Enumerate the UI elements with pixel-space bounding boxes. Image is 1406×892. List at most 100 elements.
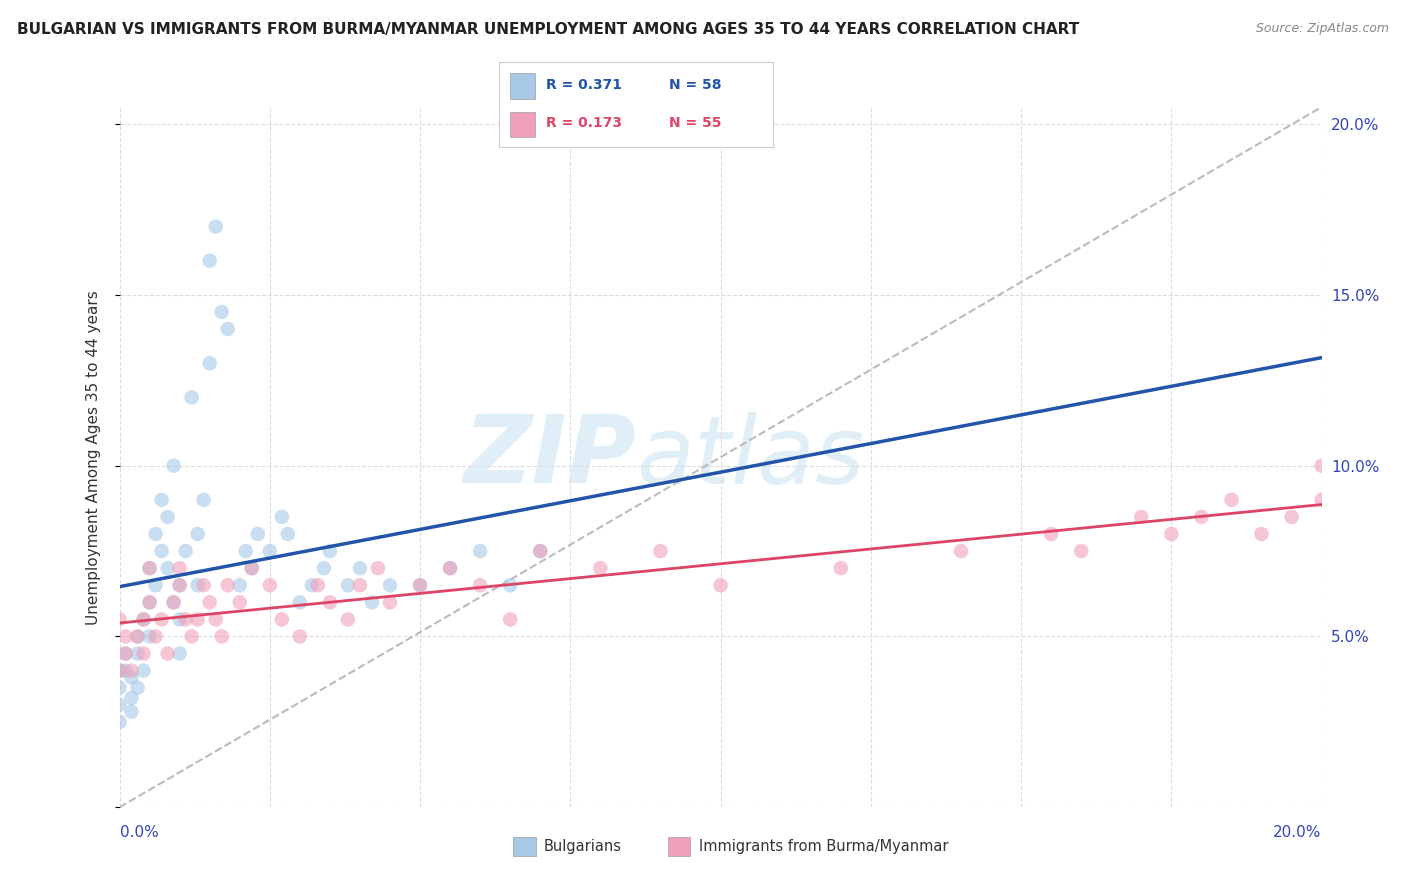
Point xyxy=(367,561,389,575)
Point xyxy=(319,595,342,609)
Point xyxy=(114,630,136,644)
Point xyxy=(529,544,551,558)
Text: Bulgarians: Bulgarians xyxy=(544,839,621,854)
Point xyxy=(349,561,371,575)
Point xyxy=(132,612,155,626)
Point xyxy=(114,647,136,661)
Point xyxy=(589,561,612,575)
Point xyxy=(180,630,202,644)
Point xyxy=(336,578,359,592)
Point xyxy=(349,578,371,592)
Point xyxy=(138,595,160,609)
Point xyxy=(114,647,136,661)
Point xyxy=(211,630,233,644)
Point xyxy=(145,578,167,592)
Point xyxy=(156,647,179,661)
Point xyxy=(228,595,252,609)
Point xyxy=(132,612,155,626)
Point xyxy=(1189,510,1212,524)
Point xyxy=(162,595,184,609)
Point xyxy=(169,578,191,592)
Point xyxy=(108,664,131,678)
Point xyxy=(246,527,269,541)
Point xyxy=(1130,510,1153,524)
Point xyxy=(174,612,197,626)
Point xyxy=(156,561,179,575)
Point xyxy=(204,219,226,234)
Point xyxy=(108,664,131,678)
Point xyxy=(150,544,173,558)
Text: 20.0%: 20.0% xyxy=(1274,825,1322,839)
Point xyxy=(204,612,226,626)
Point xyxy=(1250,527,1272,541)
Point xyxy=(240,561,263,575)
Text: N = 55: N = 55 xyxy=(669,117,721,130)
Point xyxy=(114,664,136,678)
Text: Immigrants from Burma/Myanmar: Immigrants from Burma/Myanmar xyxy=(699,839,948,854)
Point xyxy=(187,527,209,541)
Point xyxy=(288,595,311,609)
Point xyxy=(132,647,155,661)
Point xyxy=(169,647,191,661)
Point xyxy=(277,527,299,541)
Point xyxy=(1310,458,1333,473)
Point xyxy=(127,647,149,661)
Point xyxy=(439,561,461,575)
Point xyxy=(145,527,167,541)
Point xyxy=(468,578,492,592)
Point xyxy=(235,544,257,558)
Y-axis label: Unemployment Among Ages 35 to 44 years: Unemployment Among Ages 35 to 44 years xyxy=(86,290,101,624)
Point xyxy=(150,612,173,626)
Point xyxy=(193,578,215,592)
Point xyxy=(1070,544,1092,558)
Text: ZIP: ZIP xyxy=(464,411,637,503)
Point xyxy=(409,578,432,592)
Point xyxy=(468,544,492,558)
Point xyxy=(361,595,384,609)
Point xyxy=(150,492,173,507)
Text: Source: ZipAtlas.com: Source: ZipAtlas.com xyxy=(1256,22,1389,36)
Text: R = 0.371: R = 0.371 xyxy=(546,78,621,92)
Point xyxy=(198,253,221,268)
Point xyxy=(288,630,311,644)
Point xyxy=(127,681,149,695)
Point xyxy=(174,544,197,558)
Point xyxy=(169,612,191,626)
Point xyxy=(240,561,263,575)
Point xyxy=(301,578,323,592)
Point xyxy=(193,492,215,507)
Point xyxy=(409,578,432,592)
Point xyxy=(138,561,160,575)
Point xyxy=(145,630,167,644)
Point xyxy=(336,612,359,626)
Point xyxy=(709,578,731,592)
Point xyxy=(228,578,252,592)
Point xyxy=(211,305,233,319)
Point xyxy=(650,544,672,558)
Point xyxy=(127,630,149,644)
Point xyxy=(132,664,155,678)
Point xyxy=(259,578,281,592)
Point xyxy=(950,544,973,558)
Point xyxy=(156,510,179,524)
Point xyxy=(108,698,131,712)
Point xyxy=(830,561,852,575)
Point xyxy=(499,578,522,592)
Text: 0.0%: 0.0% xyxy=(120,825,159,839)
Point xyxy=(121,664,143,678)
Text: N = 58: N = 58 xyxy=(669,78,721,92)
Point xyxy=(180,390,202,404)
Point xyxy=(108,714,131,729)
Point xyxy=(169,561,191,575)
Point xyxy=(270,510,292,524)
Point xyxy=(319,544,342,558)
Point xyxy=(270,612,292,626)
Point xyxy=(198,595,221,609)
Point xyxy=(499,612,522,626)
Point xyxy=(108,612,131,626)
Point xyxy=(121,705,143,719)
Text: atlas: atlas xyxy=(637,411,865,503)
Point xyxy=(138,595,160,609)
Text: R = 0.173: R = 0.173 xyxy=(546,117,621,130)
Text: BULGARIAN VS IMMIGRANTS FROM BURMA/MYANMAR UNEMPLOYMENT AMONG AGES 35 TO 44 YEAR: BULGARIAN VS IMMIGRANTS FROM BURMA/MYANM… xyxy=(17,22,1080,37)
